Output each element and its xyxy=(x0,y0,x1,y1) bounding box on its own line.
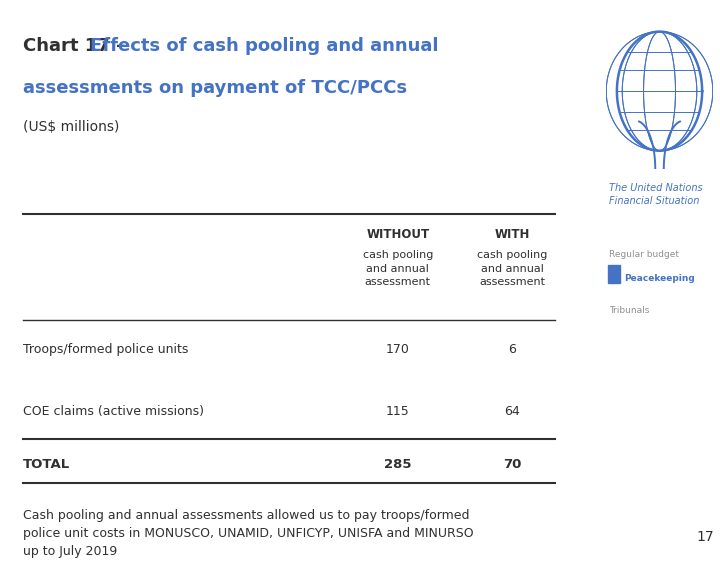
Text: cash pooling
and annual
assessment: cash pooling and annual assessment xyxy=(477,250,547,287)
Text: Tribunals: Tribunals xyxy=(609,306,649,315)
Text: 6: 6 xyxy=(508,343,516,356)
Text: Regular budget: Regular budget xyxy=(609,250,679,259)
Text: WITHOUT: WITHOUT xyxy=(366,228,429,241)
Bar xyxy=(608,265,620,283)
Text: 170: 170 xyxy=(386,343,410,356)
Text: 17: 17 xyxy=(696,530,714,544)
Text: Effects of cash pooling and annual: Effects of cash pooling and annual xyxy=(91,37,439,55)
Text: 285: 285 xyxy=(384,458,412,471)
Text: Peacekeeping: Peacekeeping xyxy=(624,274,695,283)
Text: 70: 70 xyxy=(503,458,521,471)
Text: The United Nations
Financial Situation: The United Nations Financial Situation xyxy=(609,183,703,206)
Text: 115: 115 xyxy=(386,405,410,418)
Text: Chart 17 –: Chart 17 – xyxy=(23,37,131,55)
Text: COE claims (active missions): COE claims (active missions) xyxy=(23,405,204,418)
Text: (US$ millions): (US$ millions) xyxy=(23,120,120,134)
Text: Troops/formed police units: Troops/formed police units xyxy=(23,343,188,356)
Text: 64: 64 xyxy=(505,405,520,418)
Text: cash pooling
and annual
assessment: cash pooling and annual assessment xyxy=(363,250,433,287)
Text: WITH: WITH xyxy=(495,228,530,241)
Text: assessments on payment of TCC/PCCs: assessments on payment of TCC/PCCs xyxy=(23,79,407,97)
Text: TOTAL: TOTAL xyxy=(23,458,70,471)
Text: Cash pooling and annual assessments allowed us to pay troops/formed
police unit : Cash pooling and annual assessments allo… xyxy=(23,509,474,558)
